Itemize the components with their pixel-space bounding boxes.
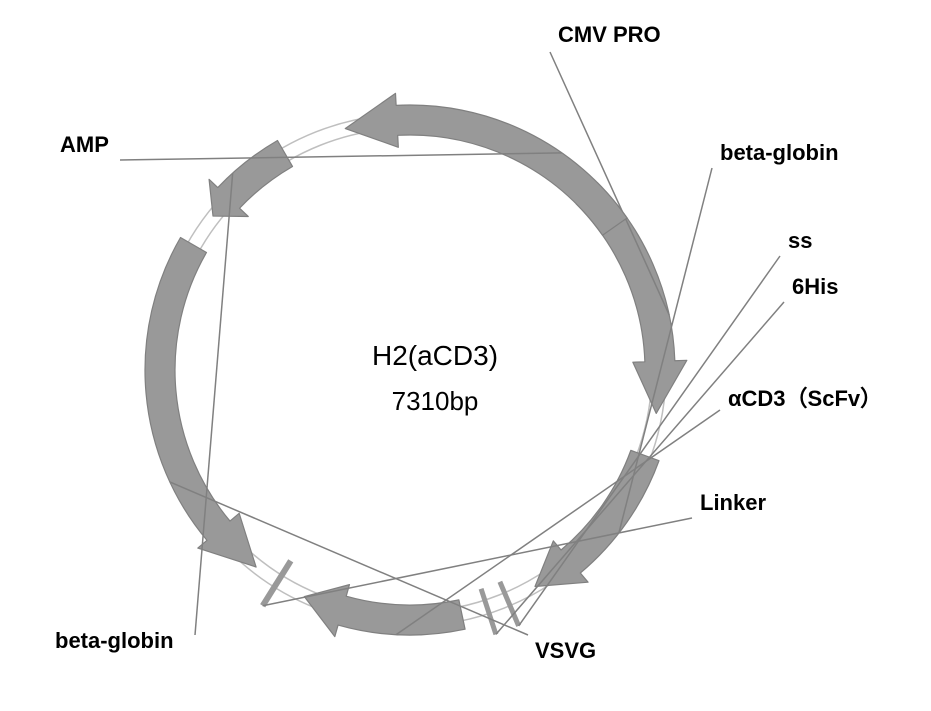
label-beta_globin_top: beta-globin — [720, 140, 839, 165]
plasmid-size: 7310bp — [392, 386, 479, 416]
label-amp: AMP — [60, 132, 109, 157]
label-six_his: 6His — [792, 274, 838, 299]
label-linker: Linker — [700, 490, 766, 515]
label-cmv_pro: CMV PRO — [558, 22, 661, 47]
label-acd3_scfv: αCD3（ScFv） — [728, 386, 882, 411]
plasmid-name: H2(aCD3) — [372, 340, 498, 371]
label-beta_globin_bottom: beta-globin — [55, 628, 174, 653]
label-ss: ss — [788, 228, 812, 253]
label-vsvg: VSVG — [535, 638, 596, 663]
plasmid-map: H2(aCD3) 7310bp CMV PRO beta-globin ss 6His αC… — [0, 0, 931, 711]
